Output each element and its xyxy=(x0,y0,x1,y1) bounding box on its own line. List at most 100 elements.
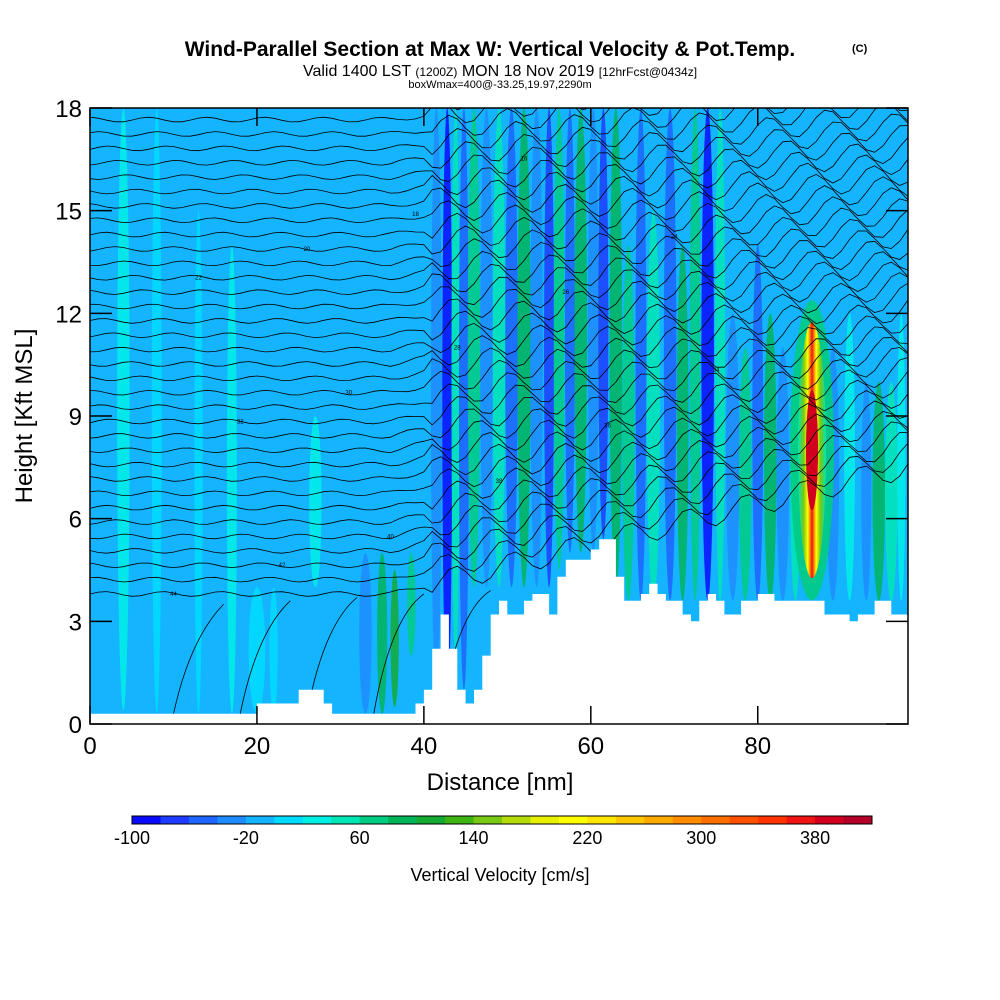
colorbar-cell-12 xyxy=(473,816,503,824)
theta-label-13: 18 xyxy=(412,212,419,218)
theta-contour-32 xyxy=(90,108,713,137)
velocity-band-30 xyxy=(622,244,635,601)
theta-contour-15 xyxy=(90,272,908,382)
theta-contour-18 xyxy=(90,240,908,341)
velocity-band-42 xyxy=(776,347,790,601)
theta-contours xyxy=(90,108,908,714)
theta-contour-31 xyxy=(90,108,788,156)
theta-contour-6 xyxy=(90,390,908,511)
theta-contour-7 xyxy=(90,370,908,497)
theta-label-7: 30 xyxy=(345,391,352,397)
velocity-band-4 xyxy=(248,587,266,714)
colorbar-cell-9 xyxy=(388,816,418,824)
theta-label-8: 28 xyxy=(454,346,461,352)
velocity-band-7 xyxy=(336,552,345,714)
theta-label-14: 16 xyxy=(521,157,528,163)
theta-contour-26 xyxy=(90,137,908,224)
velocity-band-34 xyxy=(676,244,689,601)
colorbar-cell-2 xyxy=(188,816,218,824)
theta-label-10: 24 xyxy=(671,235,678,241)
colorbar-tick-1: -20 xyxy=(233,828,259,848)
theta-contour-5 xyxy=(90,400,908,525)
velocity-band-37 xyxy=(715,108,726,601)
theta-contour-4 xyxy=(90,410,908,540)
velocity-band-20 xyxy=(505,108,518,588)
theta-contour-11 xyxy=(90,326,908,439)
colorbar-border xyxy=(131,815,873,825)
colorbar-cell-19 xyxy=(672,816,702,824)
chart-subtitle: Valid 1400 LST (1200Z) MON 18 Nov 2019 [… xyxy=(303,63,697,80)
colorbar-tick-4: 220 xyxy=(572,828,602,848)
velocity-band-48 xyxy=(885,381,898,601)
x-axis-label: Distance [nm] xyxy=(427,769,574,796)
theta-contour-1 xyxy=(90,442,908,583)
subtitle-date: MON 18 Nov 2019 xyxy=(462,63,595,80)
x-tick-label-60: 60 xyxy=(577,733,604,760)
theta-label-9: 26 xyxy=(562,290,569,296)
velocity-band-49 xyxy=(897,313,906,601)
theta-contour-3 xyxy=(90,421,908,554)
velocity-band-36 xyxy=(701,108,714,601)
x-tick-label-0: 0 xyxy=(83,733,96,760)
colorbar-cell-0 xyxy=(132,816,161,824)
velocity-band-28 xyxy=(598,108,609,540)
theta-contour-23 xyxy=(90,176,908,267)
velocity-band-6 xyxy=(309,416,322,588)
velocity-band-17 xyxy=(467,108,481,588)
theta-label-3: 38 xyxy=(496,479,503,485)
x-tick-label-20: 20 xyxy=(244,733,271,760)
colorbar-cell-6 xyxy=(302,816,332,824)
chart-title-mark: (C) xyxy=(852,43,868,55)
y-tick-label-18: 18 xyxy=(55,96,82,123)
theta-contour-25 xyxy=(90,154,908,239)
colorbar-tick-5: 300 xyxy=(686,828,716,848)
subtitle-utc: (1200Z) xyxy=(415,65,457,79)
theta-contour-8 xyxy=(90,357,908,482)
colorbar-cell-20 xyxy=(701,816,731,824)
x-tick-label-40: 40 xyxy=(411,733,438,760)
velocity-band-41 xyxy=(764,313,777,601)
colorbar-cell-23 xyxy=(786,816,816,824)
velocity-band-27 xyxy=(587,108,599,553)
velocity-band-47 xyxy=(872,381,886,601)
low-contour-0 xyxy=(173,603,224,714)
theta-label-11: 22 xyxy=(195,276,202,282)
colorbar-cell-10 xyxy=(416,816,446,824)
low-contour-1 xyxy=(239,600,291,714)
colorbar-tick-2: 60 xyxy=(350,828,370,848)
colorbar-cell-14 xyxy=(530,816,560,824)
velocity-band-13 xyxy=(430,108,442,690)
velocity-band-39 xyxy=(738,347,752,601)
theta-contour-27 xyxy=(90,125,908,209)
velocity-band-35 xyxy=(689,108,701,601)
theta-contour-30 xyxy=(90,108,908,169)
theta-contour-33 xyxy=(90,108,590,124)
theta-contour-10 xyxy=(90,337,908,454)
y-axis-label: Height [Kft MSL] xyxy=(11,329,38,504)
colorbar-cell-13 xyxy=(502,816,531,824)
theta-contour-16 xyxy=(90,261,908,367)
velocity-band-11 xyxy=(407,552,416,656)
velocity-band-24 xyxy=(553,108,565,570)
velocity-band-19 xyxy=(492,108,506,588)
x-tick-label-80: 80 xyxy=(744,733,771,760)
velocity-band-18 xyxy=(480,108,493,588)
y-tick-label-0: 0 xyxy=(69,712,82,739)
theta-label-2: 40 xyxy=(387,534,394,540)
velocity-band-12 xyxy=(419,552,429,690)
theta-label-6: 32 xyxy=(237,419,244,425)
colorbar-cell-15 xyxy=(558,816,588,824)
chart-subtitle-box: boxWmax=400@-33.25,19.97,2290m xyxy=(408,79,591,91)
y-tick-label-3: 3 xyxy=(69,609,82,636)
velocity-band-8 xyxy=(359,552,372,714)
velocity-band-21 xyxy=(517,108,531,588)
velocity-band-26 xyxy=(574,108,588,553)
y-tick-label-9: 9 xyxy=(69,404,82,431)
velocity-band-5 xyxy=(269,587,278,714)
colorbar-cell-21 xyxy=(729,816,759,824)
velocity-band-33 xyxy=(663,108,677,601)
theta-contour-labels: 44 42 40 38 36 34 32 30 28 26 24 22 20 18 16 xyxy=(170,157,720,598)
velocity-band-16 xyxy=(458,108,469,690)
theta-label-5: 34 xyxy=(713,368,720,374)
